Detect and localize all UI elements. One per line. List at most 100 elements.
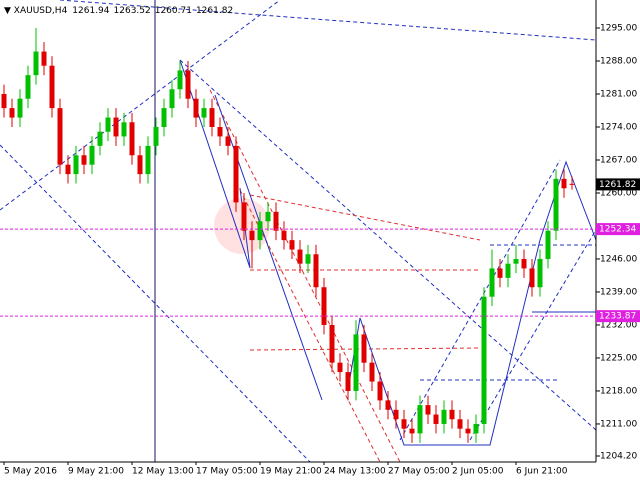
candle-body (313, 254, 319, 288)
candle-body (249, 230, 255, 241)
y-tick-label: 1260.00 (600, 188, 637, 198)
candle-body (537, 258, 543, 288)
candle-body (1, 93, 7, 109)
trend-line (239, 189, 381, 463)
candle-body (401, 419, 407, 429)
candle-body (89, 145, 95, 165)
candle-body (369, 362, 375, 382)
candle-body (505, 263, 511, 278)
candle-body (329, 324, 335, 363)
candle-body (81, 155, 87, 165)
y-tick-label: 1232.00 (600, 320, 637, 330)
y-tick-label: 1281.00 (600, 89, 637, 99)
candle-body (41, 51, 47, 66)
y-tick-label: 1267.00 (600, 155, 637, 165)
trend-line (0, 144, 311, 463)
y-tick-label: 1274.00 (600, 122, 637, 132)
level-label-bg (596, 223, 640, 236)
close: 1261.82 (196, 6, 233, 16)
trend-line (179, 59, 597, 431)
candle-body (385, 400, 391, 410)
candle-body (209, 108, 215, 127)
candle-body (193, 98, 199, 118)
candle-body (49, 65, 55, 109)
level-label: 1233.87 (599, 312, 636, 322)
trend-line (0, 0, 281, 211)
candle-body (185, 70, 191, 99)
candle-body (377, 381, 383, 401)
open: 1261.94 (72, 6, 109, 16)
high: 1263.52 (114, 6, 151, 16)
candle-body (337, 362, 343, 373)
candle-body (137, 155, 143, 175)
candle-body (153, 126, 159, 146)
header-icon: ▼ (4, 6, 14, 16)
candle-body (297, 249, 303, 264)
x-tick-label: 17 May 05:00 (196, 467, 258, 477)
candle-body (201, 108, 207, 118)
x-tick-label: 24 May 13:00 (324, 467, 386, 477)
y-tick-label: 1218.00 (600, 386, 637, 396)
candle-body (465, 428, 471, 434)
candle-body (481, 296, 487, 424)
candle-body (161, 108, 167, 127)
x-tick-label: 9 May 21:00 (68, 467, 124, 477)
current-price-label-bg (596, 178, 640, 191)
candle-body (225, 136, 231, 146)
current-price-label: 1261.82 (599, 180, 636, 190)
candle-body (361, 334, 367, 363)
x-tick-label: 2 Jun 05:00 (452, 467, 504, 477)
candle-body (113, 117, 119, 137)
x-tick-label: 19 May 21:00 (260, 467, 322, 477)
candle-body (561, 178, 567, 189)
candle-body (305, 254, 311, 264)
candle-body (289, 240, 295, 250)
candle-body (233, 145, 239, 203)
trend-line (59, 0, 597, 41)
candle-body (449, 409, 455, 420)
x-tick-label: 27 May 05:00 (388, 467, 450, 477)
x-tick-label: 6 Jun 21:00 (516, 467, 568, 477)
candle-body (489, 268, 495, 297)
candle-body (33, 51, 39, 76)
candle-body (409, 428, 415, 434)
level-label-bg (596, 310, 640, 323)
candle-body (497, 268, 503, 278)
candle-body (129, 122, 135, 156)
candle-body (281, 230, 287, 241)
y-tick-label: 1239.00 (600, 287, 637, 297)
candle-body (241, 202, 247, 231)
candle-body (529, 268, 535, 288)
y-tick-label: 1225.00 (600, 353, 637, 363)
candle-body (473, 423, 479, 434)
x-tick-label: 5 May 2016 (4, 467, 57, 477)
candle-body (545, 230, 551, 259)
candle-body (57, 108, 63, 165)
candle-body (273, 211, 279, 231)
low: 1260.71 (155, 6, 192, 16)
candle-body (321, 287, 327, 325)
candle-body (65, 164, 71, 175)
y-tick-label: 1288.00 (600, 56, 637, 66)
candle-body (433, 414, 439, 424)
candle-body (345, 372, 351, 391)
symbol: XAUUSD,H4 (14, 6, 68, 16)
trend-line (399, 159, 561, 441)
y-tick-label: 1204.20 (600, 452, 637, 462)
y-tick-label: 1246.00 (600, 254, 637, 264)
candle-body (265, 211, 271, 222)
candle-body (553, 178, 559, 231)
candle-body (105, 117, 111, 132)
candle-body (521, 258, 527, 269)
y-tick-label: 1211.00 (600, 419, 637, 429)
analysis-drawings (0, 0, 597, 463)
candle-body (457, 419, 463, 429)
wave-line (214, 94, 323, 401)
candle-body (145, 145, 151, 175)
candle-body (353, 334, 359, 391)
candle-body (393, 409, 399, 420)
candles (1, 28, 575, 443)
candle-body (441, 409, 447, 424)
